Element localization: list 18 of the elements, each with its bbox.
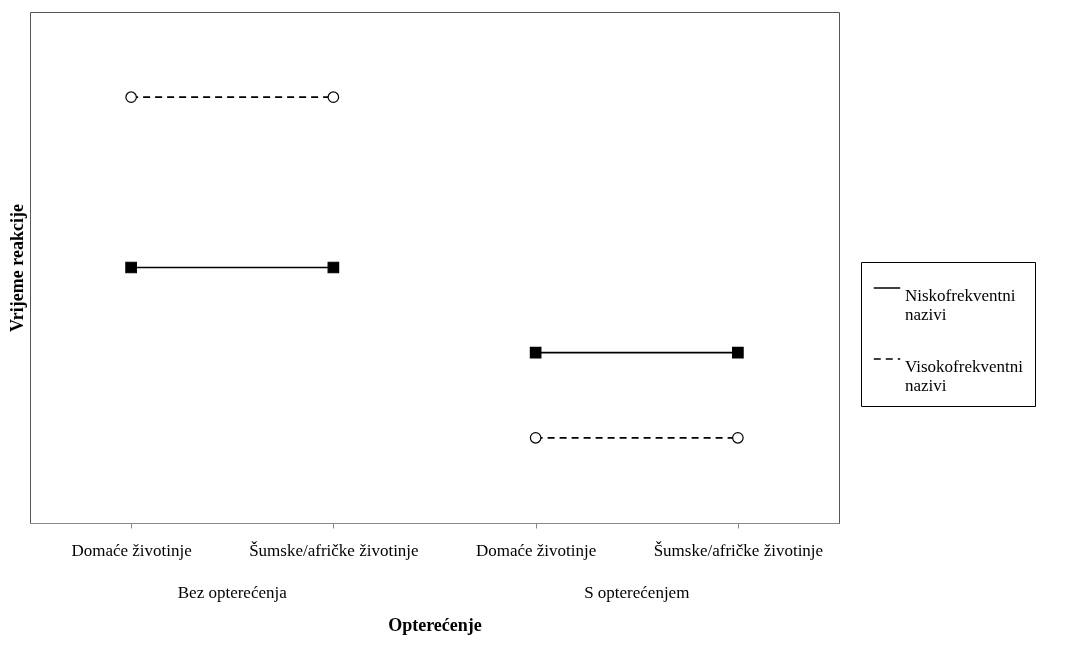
point: [125, 261, 137, 274]
x-tick-label: Šumske/afričke životinje: [653, 540, 824, 560]
text: S opterećenjem: [584, 583, 690, 602]
legend-label: Visokofrekventni nazivi: [905, 357, 1024, 395]
point: [529, 346, 542, 359]
text: Bez opterećenja: [177, 583, 288, 602]
x-axis-title: Opterećenje: [388, 614, 482, 635]
point: [125, 91, 137, 103]
point: [529, 432, 542, 444]
x-tick-label: Domaće životinje: [475, 540, 597, 560]
point: [732, 432, 744, 444]
legend-label: Niskofrekventni nazivi: [905, 286, 1016, 324]
x-tick-label: Domaće životinje: [71, 540, 192, 560]
point: [732, 346, 744, 359]
point: [327, 91, 340, 103]
x-tick-label: Šumske/afričke životinje: [249, 540, 419, 560]
y-axis-title: Vrijeme reakcije: [6, 204, 27, 332]
point: [327, 261, 340, 274]
